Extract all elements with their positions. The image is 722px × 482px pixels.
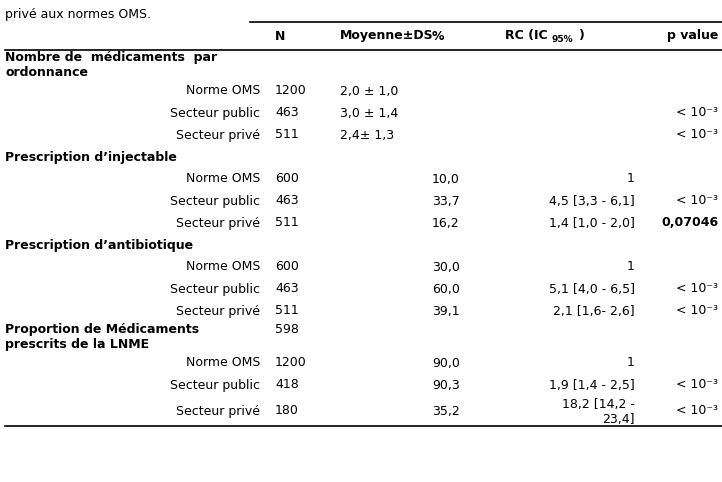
Text: 1200: 1200 <box>275 84 307 97</box>
Text: Secteur public: Secteur public <box>170 378 260 391</box>
Text: 511: 511 <box>275 305 299 318</box>
Text: RC (IC: RC (IC <box>505 29 547 42</box>
Text: Norme OMS: Norme OMS <box>186 357 260 370</box>
Text: Proportion de Médicaments: Proportion de Médicaments <box>5 323 199 336</box>
Text: Secteur public: Secteur public <box>170 107 260 120</box>
Text: p value: p value <box>666 29 718 42</box>
Text: 90,3: 90,3 <box>432 378 460 391</box>
Text: 5,1 [4,0 - 6,5]: 5,1 [4,0 - 6,5] <box>549 282 635 295</box>
Text: < 10⁻³: < 10⁻³ <box>676 404 718 417</box>
Text: Secteur privé: Secteur privé <box>176 216 260 229</box>
Text: ): ) <box>579 29 585 42</box>
Text: 598: 598 <box>275 323 299 336</box>
Text: privé aux normes OMS.: privé aux normes OMS. <box>5 8 151 21</box>
Text: 30,0: 30,0 <box>432 260 460 273</box>
Text: 600: 600 <box>275 173 299 186</box>
Text: 2,1 [1,6- 2,6]: 2,1 [1,6- 2,6] <box>553 305 635 318</box>
Text: Secteur public: Secteur public <box>170 282 260 295</box>
Text: 1: 1 <box>627 260 635 273</box>
Text: 463: 463 <box>275 282 299 295</box>
Text: 60,0: 60,0 <box>432 282 460 295</box>
Text: < 10⁻³: < 10⁻³ <box>676 195 718 207</box>
Text: < 10⁻³: < 10⁻³ <box>676 378 718 391</box>
Text: 463: 463 <box>275 195 299 207</box>
Text: 1: 1 <box>627 173 635 186</box>
Text: 1,9 [1,4 - 2,5]: 1,9 [1,4 - 2,5] <box>549 378 635 391</box>
Text: 511: 511 <box>275 216 299 229</box>
Text: 90,0: 90,0 <box>432 357 460 370</box>
Text: Norme OMS: Norme OMS <box>186 84 260 97</box>
Text: 95%: 95% <box>551 36 573 44</box>
Text: Moyenne±DS: Moyenne±DS <box>340 29 434 42</box>
Text: 23,4]: 23,4] <box>602 413 635 426</box>
Text: Secteur public: Secteur public <box>170 195 260 207</box>
Text: 0,07046: 0,07046 <box>661 216 718 229</box>
Text: 2,4± 1,3: 2,4± 1,3 <box>340 129 394 142</box>
Text: Prescription d’injectable: Prescription d’injectable <box>5 150 177 163</box>
Text: prescrits de la LNME: prescrits de la LNME <box>5 338 149 351</box>
Text: 16,2: 16,2 <box>432 216 460 229</box>
Text: 39,1: 39,1 <box>432 305 460 318</box>
Text: %: % <box>432 29 445 42</box>
Text: 4,5 [3,3 - 6,1]: 4,5 [3,3 - 6,1] <box>549 195 635 207</box>
Text: Nombre de  médicaments  par: Nombre de médicaments par <box>5 51 217 64</box>
Text: 600: 600 <box>275 260 299 273</box>
Text: < 10⁻³: < 10⁻³ <box>676 129 718 142</box>
Text: < 10⁻³: < 10⁻³ <box>676 107 718 120</box>
Text: ordonnance: ordonnance <box>5 66 88 79</box>
Text: 3,0 ± 1,4: 3,0 ± 1,4 <box>340 107 399 120</box>
Text: 1200: 1200 <box>275 357 307 370</box>
Text: 180: 180 <box>275 404 299 417</box>
Text: 1,4 [1,0 - 2,0]: 1,4 [1,0 - 2,0] <box>549 216 635 229</box>
Text: 1: 1 <box>627 357 635 370</box>
Text: < 10⁻³: < 10⁻³ <box>676 282 718 295</box>
Text: 2,0 ± 1,0: 2,0 ± 1,0 <box>340 84 399 97</box>
Text: Secteur privé: Secteur privé <box>176 305 260 318</box>
Text: 33,7: 33,7 <box>432 195 460 207</box>
Text: Norme OMS: Norme OMS <box>186 173 260 186</box>
Text: < 10⁻³: < 10⁻³ <box>676 305 718 318</box>
Text: Secteur privé: Secteur privé <box>176 129 260 142</box>
Text: 463: 463 <box>275 107 299 120</box>
Text: 35,2: 35,2 <box>432 404 460 417</box>
Text: 10,0: 10,0 <box>432 173 460 186</box>
Text: 18,2 [14,2 -: 18,2 [14,2 - <box>562 398 635 411</box>
Text: 511: 511 <box>275 129 299 142</box>
Text: 418: 418 <box>275 378 299 391</box>
Text: N: N <box>275 29 285 42</box>
Text: Secteur privé: Secteur privé <box>176 404 260 417</box>
Text: Norme OMS: Norme OMS <box>186 260 260 273</box>
Text: Prescription d’antibiotique: Prescription d’antibiotique <box>5 239 193 252</box>
